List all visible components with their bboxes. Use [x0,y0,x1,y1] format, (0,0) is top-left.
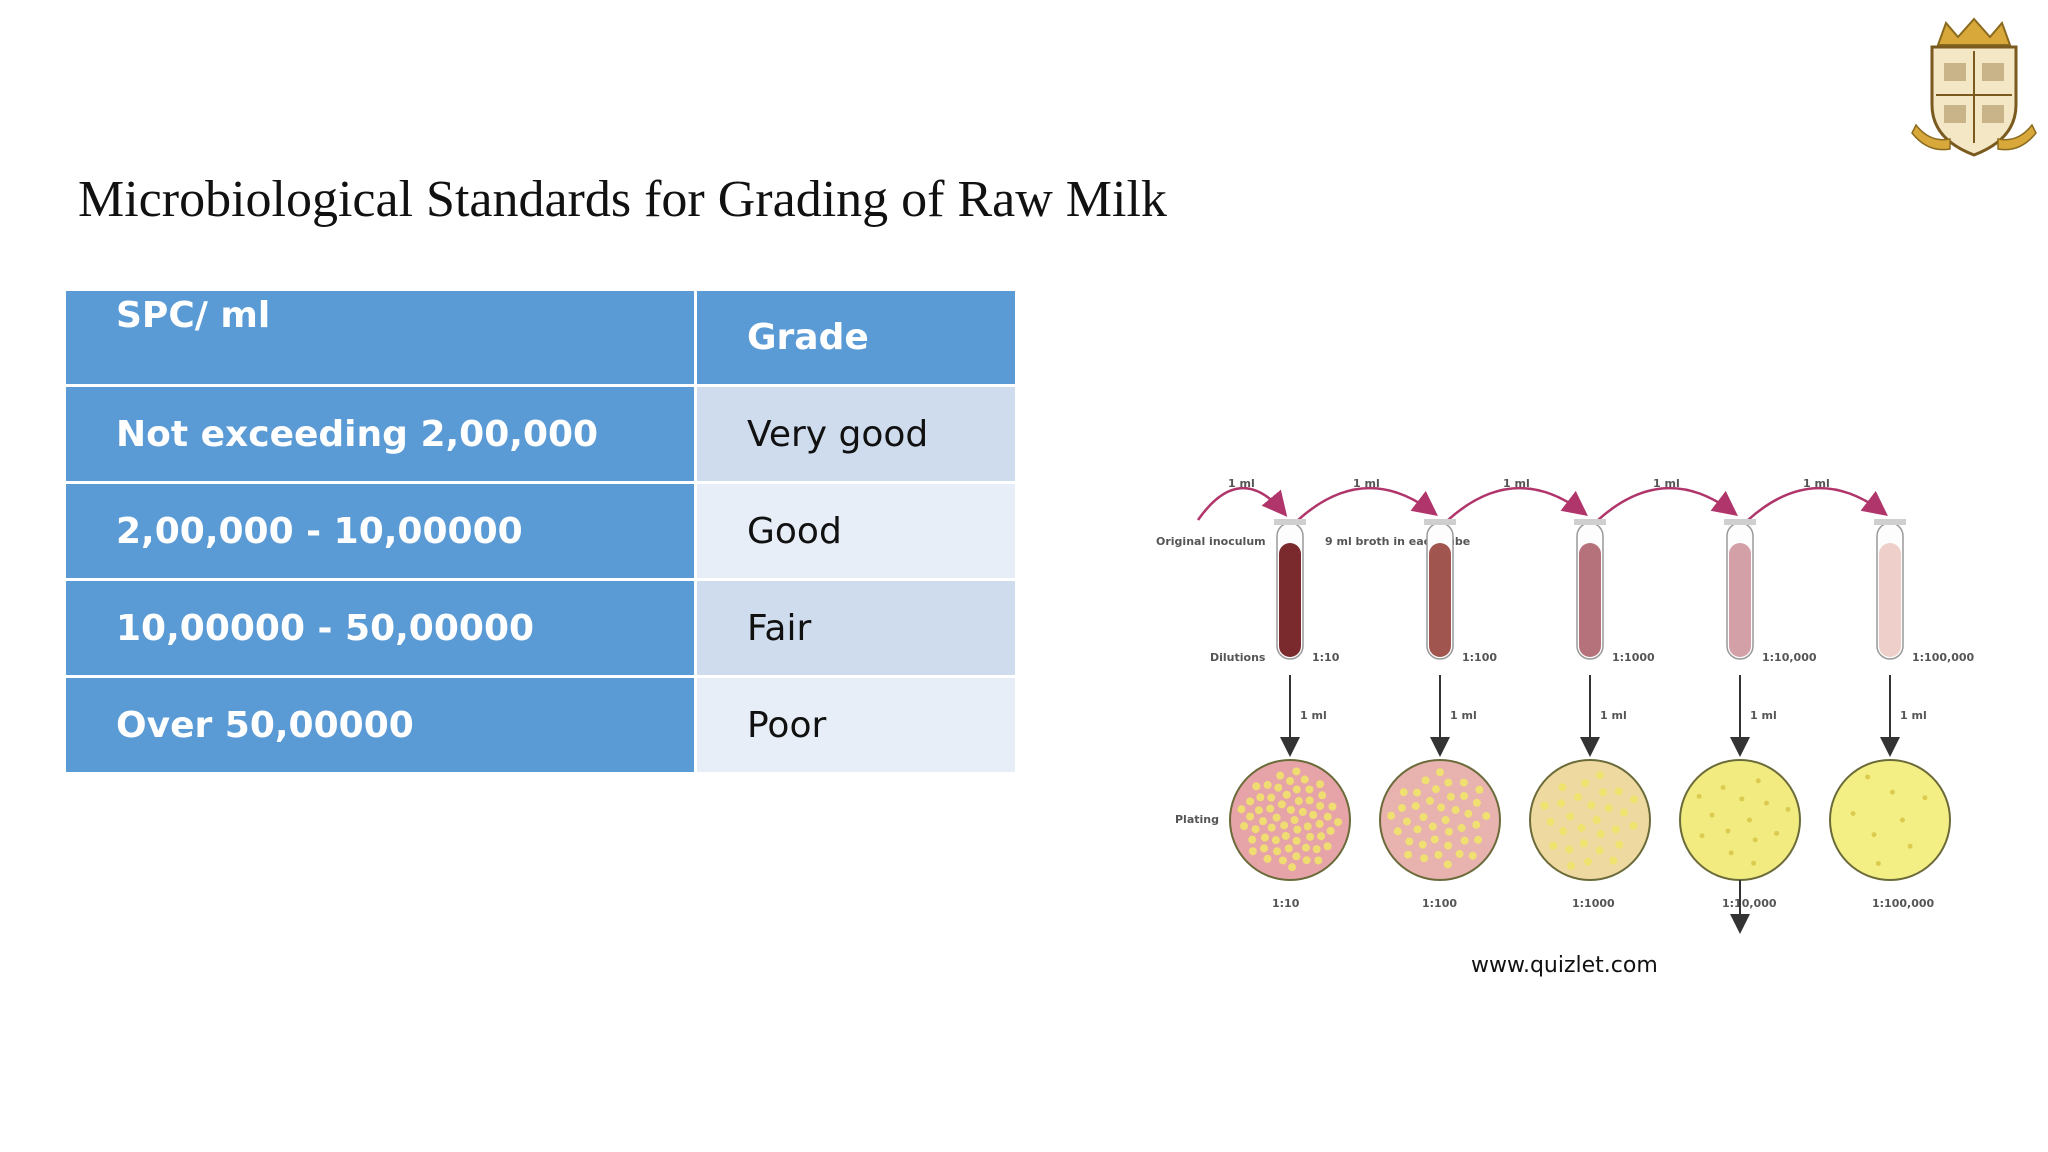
plate-dilution-label: 1:10 [1272,897,1300,910]
transfer-arrows: 1 ml 1 ml 1 ml 1 ml 1 ml [1196,477,1888,521]
grading-table: SPC/ ml Grade Not exceeding 2,00,000 Ver… [63,288,1018,775]
plating-arrow: 1 ml [1430,675,1477,757]
table-row: 10,00000 - 50,00000 Fair [63,578,1018,678]
spc-cell: Over 50,00000 [63,675,697,775]
tube-dilution-label: 1:10 [1312,651,1340,664]
transfer-label: 1 ml [1503,477,1530,490]
header-spc: SPC/ ml [63,288,697,387]
plate-dilution-label: 1:100 [1422,897,1457,910]
plating-arrow: 1 ml [1880,675,1927,757]
transfer-label: 1 ml [1803,477,1830,490]
grade-cell: Good [694,481,1018,581]
test-tube: 1:10,000 [1724,519,1817,664]
header-grade: Grade [694,288,1018,387]
dilutions-label: Dilutions [1210,651,1266,664]
petri-plates: 1:10 1:100 1:1000 1:10,000 1:100,000 [1229,759,1951,910]
plating-volume-label: 1 ml [1900,709,1927,722]
image-credit: www.quizlet.com [1471,953,1658,978]
table-row: Not exceeding 2,00,000 Very good [63,384,1018,484]
test-tube: 1:100,000 [1874,519,1975,664]
plate-dilution-label: 1:10,000 [1722,897,1777,910]
test-tubes: 1:10 1 ml 1:100 1 ml 1:1000 1 ml 1:10,000 1 ml 1… [1274,519,1975,757]
slide-title: Microbiological Standards for Grading of… [78,171,1167,228]
plating-volume-label: 1 ml [1750,709,1777,722]
tube-dilution-label: 1:10,000 [1762,651,1817,664]
grade-cell: Very good [694,384,1018,484]
college-crest-icon [1911,17,2037,157]
spc-cell: Not exceeding 2,00,000 [63,384,697,484]
petri-plate: 1:1000 [1529,759,1651,910]
transfer-label: 1 ml [1228,477,1255,490]
plating-volume-label: 1 ml [1450,709,1477,722]
transfer-arrow: 1 ml [1196,477,1288,521]
test-tube: 1:100 [1424,519,1497,664]
plating-arrow: 1 ml [1730,675,1777,757]
table-row: 2,00,000 - 10,00000 Good [63,481,1018,581]
plate-dilution-label: 1:100,000 [1872,897,1935,910]
tube-dilution-label: 1:100,000 [1912,651,1975,664]
plating-arrow: 1 ml [1280,675,1327,757]
test-tube: 1:1000 [1574,519,1655,664]
plate-dilution-label: 1:1000 [1572,897,1615,910]
plating-arrow: 1 ml [1580,675,1627,757]
transfer-label: 1 ml [1353,477,1380,490]
petri-plate: 1:10 [1229,759,1351,910]
original-inoculum-text: Original inoculum [1156,535,1266,548]
plating-label: Plating [1175,813,1219,826]
transfer-arrow: 1 ml [1597,477,1738,521]
original-inoculum-label: Original inoculum [1156,535,1266,548]
plating-volume-label: 1 ml [1300,709,1327,722]
petri-plate: 1:100 [1379,759,1501,910]
spc-cell: 10,00000 - 50,00000 [63,578,697,678]
petri-plate: 1:100,000 [1829,759,1951,910]
plating-volume-label: 1 ml [1600,709,1627,722]
serial-dilution-diagram: Original inoculum Dilutions Plating 9 ml… [1156,477,1975,934]
transfer-arrow: 1 ml [1297,477,1438,521]
transfer-arrow: 1 ml [1747,477,1888,521]
grade-cell: Poor [694,675,1018,775]
transfer-label: 1 ml [1653,477,1680,490]
tube-dilution-label: 1:100 [1462,651,1497,664]
tube-dilution-label: 1:1000 [1612,651,1655,664]
transfer-arrow: 1 ml [1447,477,1588,521]
test-tube: 1:10 [1274,519,1340,664]
grade-cell: Fair [694,578,1018,678]
table-row: Over 50,00000 Poor [63,675,1018,775]
spc-cell: 2,00,000 - 10,00000 [63,481,697,581]
table-header-row: SPC/ ml Grade [63,288,1018,387]
